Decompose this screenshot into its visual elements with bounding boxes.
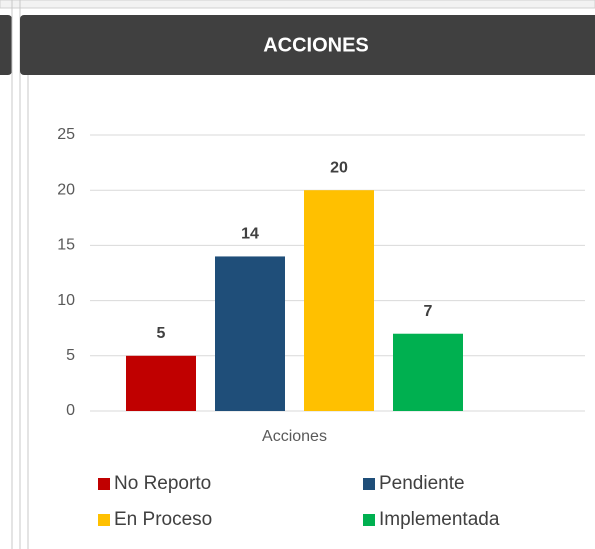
legend-swatch: [363, 514, 375, 526]
data-label: 5: [157, 325, 166, 342]
legend-swatch: [363, 478, 375, 490]
bar: [215, 256, 285, 411]
data-label: 20: [330, 159, 348, 176]
x-tick-label: Acciones: [262, 428, 327, 445]
left-panel-header: [0, 15, 12, 75]
legend-label: No Reporto: [114, 473, 211, 494]
bar: [126, 355, 196, 411]
legend-label: Pendiente: [379, 473, 465, 494]
legend-label: En Proceso: [114, 509, 212, 530]
legend-swatch: [98, 478, 110, 490]
y-tick-label: 15: [57, 237, 75, 254]
y-tick-label: 20: [57, 181, 75, 198]
y-tick-label: 0: [66, 402, 75, 419]
header-banner: [20, 15, 595, 75]
y-tick-label: 10: [57, 292, 75, 309]
chart-title: ACCIONES: [263, 34, 369, 56]
y-tick-label: 5: [66, 347, 75, 364]
bar: [304, 190, 374, 411]
data-label: 14: [241, 226, 259, 243]
legend-label: Implementada: [379, 509, 500, 530]
y-tick-label: 25: [57, 126, 75, 143]
bar: [393, 333, 463, 411]
legend-swatch: [98, 514, 110, 526]
top-strip: [0, 0, 595, 9]
data-label: 7: [424, 303, 433, 320]
